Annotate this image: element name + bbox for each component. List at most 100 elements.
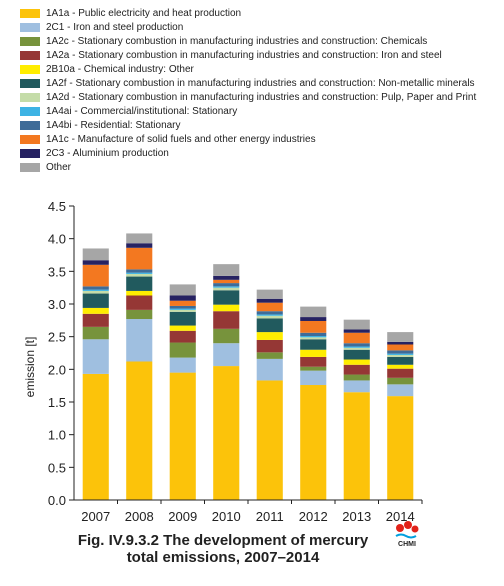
legend-item: 1A4ai - Commercial/institutional: Statio… bbox=[20, 104, 500, 118]
legend-item: 1A2a - Stationary combustion in manufact… bbox=[20, 48, 500, 62]
bar-segment bbox=[169, 311, 196, 326]
bar-segment bbox=[82, 290, 109, 294]
legend-swatch bbox=[20, 120, 40, 130]
legend-swatch bbox=[20, 148, 40, 158]
bar-stack-2007 bbox=[82, 248, 109, 500]
bar-segment bbox=[300, 339, 327, 350]
bar-segment bbox=[169, 305, 196, 309]
bar-segment bbox=[256, 311, 283, 315]
y-tick-label: 2.5 bbox=[48, 330, 66, 345]
bar-segment bbox=[126, 247, 153, 270]
bar-segment bbox=[343, 346, 370, 348]
legend-item: 1A2d - Stationary combustion in manufact… bbox=[20, 90, 500, 104]
bar-segment bbox=[169, 342, 196, 358]
legend-label: 2B10a - Chemical industry: Other bbox=[46, 63, 194, 75]
bar-segment bbox=[387, 364, 414, 369]
bar-segment bbox=[256, 289, 283, 299]
bar-stack-2012 bbox=[300, 306, 327, 500]
bar-segment bbox=[126, 273, 153, 277]
bar-segment bbox=[213, 283, 240, 287]
bar-segment bbox=[343, 380, 370, 393]
bar-stack-2011 bbox=[256, 289, 283, 500]
bar-stack-2013 bbox=[343, 319, 370, 500]
legend-label: 1A4bi - Residential: Stationary bbox=[46, 119, 181, 131]
bar-segment bbox=[82, 326, 109, 340]
legend-label: 2C3 - Aluminium production bbox=[46, 147, 169, 159]
bar-segment bbox=[126, 361, 153, 500]
y-axis-label: emission [t] bbox=[23, 337, 37, 398]
legend-label: 1A4ai - Commercial/institutional: Statio… bbox=[46, 105, 238, 117]
bar-segment bbox=[387, 356, 414, 365]
bar-segment bbox=[126, 290, 153, 296]
legend-item: 2B10a - Chemical industry: Other bbox=[20, 62, 500, 76]
bar-segment bbox=[82, 313, 109, 327]
legend-label: 1A1c - Manufacture of solid fuels and ot… bbox=[46, 133, 316, 145]
bar-segment bbox=[343, 319, 370, 330]
bar-segment bbox=[213, 290, 240, 305]
bar-segment bbox=[213, 264, 240, 276]
bar-segment bbox=[387, 353, 414, 355]
x-tick-label: 2009 bbox=[168, 509, 197, 524]
bar-segment bbox=[256, 318, 283, 333]
legend-swatch bbox=[20, 92, 40, 102]
bar-segment bbox=[256, 352, 283, 359]
bar-segment bbox=[343, 349, 370, 360]
legend-swatch bbox=[20, 8, 40, 18]
logo-dot-2 bbox=[404, 521, 412, 529]
bar-segment bbox=[343, 343, 370, 347]
x-tick-label: 2011 bbox=[256, 509, 284, 524]
bar-segment bbox=[300, 336, 327, 338]
bar-segment bbox=[169, 295, 196, 301]
bar-segment bbox=[213, 275, 240, 280]
bar-segment bbox=[387, 341, 414, 345]
bar-segment bbox=[126, 276, 153, 291]
x-tick-label: 2012 bbox=[299, 509, 328, 524]
legend-item: 2C3 - Aluminium production bbox=[20, 146, 500, 160]
y-axis: 0.0 0.5 1.0 1.5 2.0 2.5 3.0 3.5 4.0 4.5 bbox=[48, 199, 75, 508]
legend-item: 1A4bi - Residential: Stationary bbox=[20, 118, 500, 132]
bar-segment bbox=[82, 248, 109, 261]
bar-segment bbox=[300, 370, 327, 386]
chmi-logo: CHMI bbox=[395, 521, 419, 548]
bar-segment bbox=[300, 356, 327, 367]
x-axis: 2007 2008 2009 2010 2011 2012 2013 2014 bbox=[74, 499, 423, 524]
legend-item: 2C1 - Iron and steel production bbox=[20, 20, 500, 34]
bar-segment bbox=[300, 332, 327, 337]
bar-stack-2008 bbox=[126, 233, 153, 500]
bar-segment bbox=[169, 325, 196, 331]
legend-label: Other bbox=[46, 161, 72, 173]
bar-segment bbox=[82, 286, 109, 290]
bar-segment bbox=[213, 366, 240, 500]
logo-dot-1 bbox=[396, 524, 404, 532]
y-tick-label: 0.0 bbox=[48, 493, 66, 508]
x-tick-label: 2013 bbox=[342, 509, 371, 524]
bar-segment bbox=[169, 357, 196, 373]
legend-label: 1A2c - Stationary combustion in manufact… bbox=[46, 35, 428, 47]
legend-swatch bbox=[20, 78, 40, 88]
bar-segment bbox=[169, 284, 196, 296]
bar-segment bbox=[256, 358, 283, 381]
bar-segment bbox=[387, 350, 414, 354]
y-tick-label: 4.5 bbox=[48, 199, 66, 214]
bar-segment bbox=[169, 309, 196, 312]
bar-segment bbox=[387, 384, 414, 397]
bar-segment bbox=[82, 260, 109, 265]
bar-segment bbox=[256, 315, 283, 319]
bar-segment bbox=[300, 306, 327, 318]
bar-segment bbox=[126, 233, 153, 244]
x-tick-label: 2014 bbox=[386, 509, 415, 524]
bar-segment bbox=[300, 337, 327, 340]
y-tick-label: 1.0 bbox=[48, 428, 66, 443]
legend-swatch bbox=[20, 134, 40, 144]
legend-label: 1A2a - Stationary combustion in manufact… bbox=[46, 49, 442, 61]
bar-segment bbox=[126, 295, 153, 310]
y-tick-label: 4.0 bbox=[48, 232, 66, 247]
legend-item: 1A2c - Stationary combustion in manufact… bbox=[20, 34, 500, 48]
bar-segment bbox=[126, 243, 153, 248]
bar-segment bbox=[343, 332, 370, 344]
legend-swatch bbox=[20, 36, 40, 46]
bar-segment bbox=[387, 396, 414, 500]
logo-dot-3 bbox=[411, 525, 419, 533]
legend-swatch bbox=[20, 64, 40, 74]
bar-segment bbox=[126, 309, 153, 320]
